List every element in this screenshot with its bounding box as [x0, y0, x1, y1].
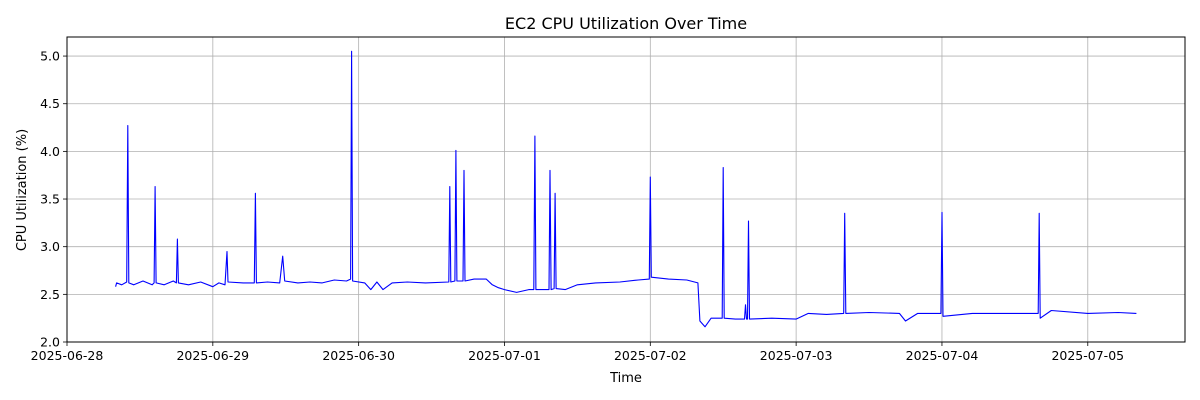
x-tick-label: 2025-06-28: [31, 348, 104, 363]
y-tick-label: 5.0: [40, 49, 60, 64]
y-axis-ticks: 2.0 2.5 3.0 3.5 4.0 4.5 5.0: [40, 49, 67, 350]
x-axis-ticks: 2025-06-28 2025-06-29 2025-06-30 2025-07-01…: [31, 342, 1124, 363]
y-tick-label: 2.0: [40, 335, 60, 350]
grid-lines: [66, 37, 1185, 343]
y-tick-label: 3.5: [40, 192, 60, 207]
cpu-series-line: [115, 50, 1137, 328]
x-tick-label: 2025-06-30: [322, 348, 395, 363]
y-tick-label: 4.5: [40, 96, 60, 111]
x-tick-label: 2025-07-05: [1051, 348, 1124, 363]
x-tick-label: 2025-06-29: [176, 348, 249, 363]
x-tick-label: 2025-07-01: [468, 348, 541, 363]
y-tick-label: 2.5: [40, 287, 60, 302]
x-axis-label: Time: [609, 371, 642, 386]
x-tick-label: 2025-07-04: [906, 348, 979, 363]
plot-frame: [66, 36, 1186, 343]
chart-title: EC2 CPU Utilization Over Time: [505, 14, 747, 33]
x-tick-label: 2025-07-02: [614, 348, 687, 363]
y-tick-label: 4.0: [40, 144, 60, 159]
x-tick-label: 2025-07-03: [760, 348, 833, 363]
y-tick-label: 3.0: [40, 239, 60, 254]
y-axis-label: CPU Utilization (%): [15, 129, 30, 251]
